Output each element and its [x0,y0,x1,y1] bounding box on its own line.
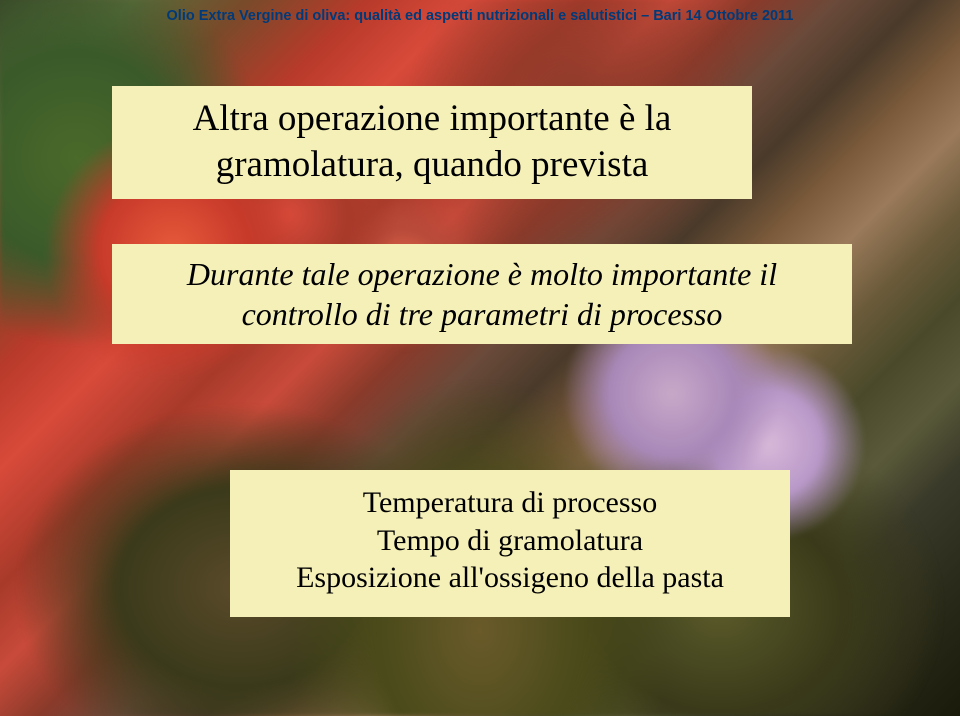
list-line-1: Temperatura di processo [248,484,772,522]
list-line-2: Tempo di gramolatura [248,522,772,560]
subtitle-line-1: Durante tale operazione è molto importan… [130,254,834,294]
slide: Olio Extra Vergine di oliva: qualità ed … [0,0,960,716]
list-line-3: Esposizione all'ossigeno della pasta [248,559,772,597]
subtitle-line-2: controllo di tre parametri di processo [130,294,834,334]
title-line-2: gramolatura, quando prevista [130,142,734,188]
text-box-list: Temperatura di processo Tempo di gramola… [230,470,790,617]
header-title: Olio Extra Vergine di oliva: qualità ed … [0,8,960,24]
text-box-subtitle: Durante tale operazione è molto importan… [112,244,852,344]
title-line-1: Altra operazione importante è la [130,96,734,142]
text-box-title: Altra operazione importante è la gramola… [112,86,752,199]
